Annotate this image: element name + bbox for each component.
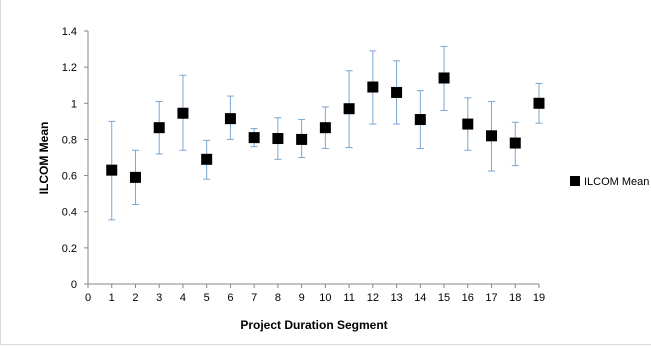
data-point: [129, 171, 141, 183]
data-point: [248, 132, 260, 144]
x-tick-label: 7: [251, 292, 257, 304]
x-tick-label: 16: [462, 292, 474, 304]
x-tick-label: 3: [156, 292, 162, 304]
data-point: [343, 103, 355, 115]
x-tick-label: 5: [204, 292, 210, 304]
data-point: [106, 164, 118, 176]
data-point: [224, 113, 236, 125]
data-point: [201, 153, 213, 165]
y-axis-title: ILCOM Mean: [37, 122, 51, 195]
legend-marker-ilcom-mean: [570, 176, 580, 186]
x-axis-ticks: 0 1 2 3 4 5 6 7 8 9 10 11 12 13 14 15 16 17 18 19: [85, 284, 545, 304]
legend: ILCOM Mean: [570, 176, 649, 188]
y-tick-label: 0.4: [62, 207, 77, 219]
x-tick-label: 6: [227, 292, 233, 304]
x-tick-label: 12: [367, 292, 379, 304]
data-markers: [106, 72, 545, 183]
x-tick-label: 14: [414, 292, 426, 304]
x-tick-label: 17: [485, 292, 497, 304]
x-tick-label: 10: [319, 292, 331, 304]
data-point: [414, 114, 426, 126]
y-tick-label: 0.6: [62, 171, 77, 183]
x-tick-label: 15: [438, 292, 450, 304]
data-point: [509, 137, 521, 149]
x-tick-label: 2: [132, 292, 138, 304]
y-axis-ticks: 0 0.2 0.4 0.6 0.8 1 1.2 1.4: [62, 26, 88, 291]
x-tick-label: 4: [180, 292, 186, 304]
y-tick-label: 0.8: [62, 134, 77, 146]
data-point: [438, 72, 450, 84]
x-axis-title: Project Duration Segment: [240, 318, 387, 332]
x-tick-label: 11: [343, 292, 354, 304]
y-tick-label: 0: [71, 279, 77, 291]
data-point: [272, 133, 284, 145]
y-tick-label: 0.2: [62, 243, 77, 255]
legend-label-ilcom-mean: ILCOM Mean: [584, 176, 649, 188]
data-point: [296, 133, 308, 145]
x-tick-label: 13: [390, 292, 402, 304]
data-point: [367, 81, 379, 93]
x-tick-label: 19: [533, 292, 545, 304]
data-point: [462, 118, 474, 130]
x-tick-label: 18: [509, 292, 521, 304]
x-tick-label: 1: [109, 292, 115, 304]
x-tick-label: 0: [85, 292, 91, 304]
data-point: [177, 107, 189, 119]
data-point: [533, 97, 545, 109]
data-point: [153, 122, 165, 134]
y-tick-label: 1: [71, 98, 77, 110]
y-tick-label: 1.2: [62, 62, 77, 74]
x-tick-label: 8: [275, 292, 281, 304]
y-tick-label: 1.4: [62, 26, 77, 38]
x-tick-label: 9: [299, 292, 305, 304]
data-point: [319, 122, 331, 134]
data-point: [391, 86, 403, 98]
data-point: [486, 130, 498, 142]
